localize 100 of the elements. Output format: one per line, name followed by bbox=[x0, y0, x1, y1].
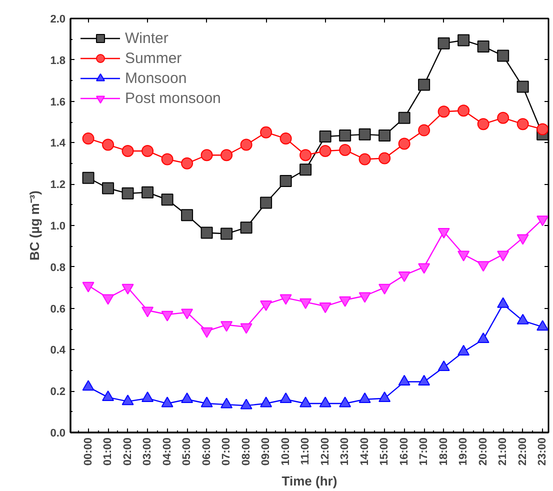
point bbox=[142, 391, 154, 402]
x-tick-label: 19:00 bbox=[458, 437, 470, 466]
legend-label: Winter bbox=[125, 29, 168, 47]
x-tick-label: 00:00 bbox=[82, 437, 94, 466]
y-tick-label: 1.4 bbox=[50, 138, 66, 150]
point bbox=[122, 394, 134, 406]
point bbox=[122, 144, 134, 157]
point bbox=[300, 164, 312, 176]
point bbox=[280, 392, 292, 404]
point bbox=[260, 126, 272, 138]
point bbox=[339, 129, 352, 142]
point bbox=[280, 132, 292, 145]
point bbox=[161, 153, 174, 166]
point bbox=[477, 332, 490, 344]
point bbox=[497, 50, 510, 62]
point bbox=[438, 106, 450, 118]
y-tick-label: 0.6 bbox=[50, 303, 66, 316]
point bbox=[516, 118, 529, 130]
point bbox=[200, 149, 213, 162]
x-tick-label: 18:00 bbox=[438, 437, 450, 466]
point bbox=[477, 40, 490, 52]
point bbox=[82, 132, 94, 145]
x-tick-label: 12:00 bbox=[319, 437, 332, 466]
point bbox=[280, 174, 292, 187]
point bbox=[418, 124, 430, 136]
x-tick-label: 13:00 bbox=[339, 437, 352, 466]
point bbox=[319, 396, 332, 408]
point bbox=[458, 344, 470, 356]
x-tick-label: 08:00 bbox=[240, 437, 252, 466]
point bbox=[358, 392, 371, 404]
y-tick-label: 1.2 bbox=[50, 179, 66, 192]
point bbox=[339, 144, 352, 156]
point bbox=[398, 138, 410, 150]
x-tick-label: 11:00 bbox=[300, 437, 312, 466]
point bbox=[418, 78, 430, 91]
point bbox=[142, 144, 154, 157]
point bbox=[358, 128, 371, 140]
point bbox=[339, 396, 352, 408]
legend-label: Post monsoon bbox=[125, 89, 221, 107]
point bbox=[102, 138, 114, 151]
point bbox=[142, 186, 154, 198]
x-tick-label: 23:00 bbox=[536, 437, 549, 466]
point bbox=[181, 392, 194, 404]
y-tick-label: 1.0 bbox=[50, 220, 66, 232]
point bbox=[240, 222, 252, 234]
y-tick-label: 0.8 bbox=[50, 262, 66, 274]
x-tick-label: 14:00 bbox=[358, 437, 371, 466]
y-tick-label: 0.2 bbox=[50, 386, 66, 398]
point bbox=[398, 374, 410, 386]
x-tick-label: 20:00 bbox=[477, 437, 490, 466]
point bbox=[458, 34, 470, 46]
point bbox=[200, 226, 213, 239]
point bbox=[516, 80, 529, 93]
x-tick-label: 15:00 bbox=[378, 437, 391, 466]
x-axis-title: Time (hr) bbox=[282, 474, 338, 489]
x-tick-label: 06:00 bbox=[200, 437, 213, 466]
point bbox=[319, 144, 332, 157]
point bbox=[161, 194, 174, 206]
point bbox=[200, 396, 213, 408]
point bbox=[181, 209, 194, 222]
point bbox=[102, 390, 114, 401]
point bbox=[398, 112, 410, 124]
point bbox=[181, 157, 194, 170]
point bbox=[300, 149, 312, 162]
point bbox=[122, 187, 134, 200]
point bbox=[438, 37, 450, 50]
x-tick-label: 09:00 bbox=[260, 437, 272, 466]
x-tick-label: 21:00 bbox=[497, 437, 510, 466]
point bbox=[220, 398, 233, 408]
point bbox=[378, 391, 391, 402]
point bbox=[536, 123, 548, 136]
point bbox=[82, 172, 94, 184]
point bbox=[378, 152, 391, 164]
point bbox=[260, 196, 272, 209]
legend-label: Summer bbox=[125, 49, 182, 67]
y-axis-title: BC (µg m⁻³) bbox=[27, 190, 42, 260]
point bbox=[458, 104, 470, 117]
x-tick-label: 01:00 bbox=[102, 437, 114, 466]
point bbox=[240, 398, 252, 410]
x-tick-label: 04:00 bbox=[161, 437, 174, 466]
point bbox=[477, 118, 490, 130]
y-tick-label: 0.0 bbox=[50, 428, 66, 440]
legend-label: Monsoon bbox=[125, 69, 187, 87]
y-tick-label: 2.0 bbox=[50, 14, 66, 26]
y-tick-label: 1.8 bbox=[50, 54, 66, 67]
point bbox=[497, 112, 510, 124]
x-tick-label: 10:00 bbox=[280, 437, 292, 466]
point bbox=[260, 396, 272, 408]
point bbox=[300, 396, 312, 408]
point bbox=[319, 130, 332, 142]
x-tick-label: 03:00 bbox=[142, 437, 154, 466]
point bbox=[220, 228, 233, 240]
point bbox=[516, 314, 529, 324]
point bbox=[220, 149, 233, 162]
point bbox=[240, 138, 252, 151]
x-tick-label: 16:00 bbox=[398, 437, 410, 466]
point bbox=[418, 374, 430, 386]
point bbox=[82, 380, 94, 391]
x-tick-label: 02:00 bbox=[122, 437, 134, 466]
x-tick-label: 07:00 bbox=[220, 437, 233, 466]
